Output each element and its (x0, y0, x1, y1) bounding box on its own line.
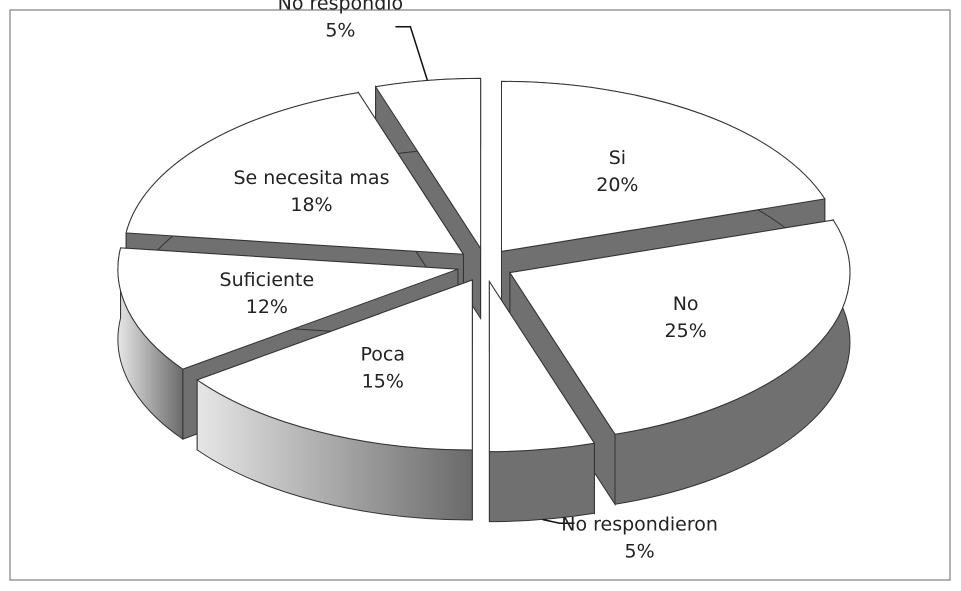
slice-top (501, 80, 826, 252)
slice-top (125, 92, 465, 255)
slice-value-label: 25% (665, 320, 707, 342)
slice-category-label: Poca (361, 343, 406, 365)
slice-value-label: 18% (290, 194, 332, 216)
slice-top (374, 77, 482, 251)
slice-category-label: No (673, 293, 699, 315)
slice-value-label: 5% (625, 541, 655, 563)
slice-value-label: 5% (325, 19, 355, 41)
leader-line (542, 518, 575, 524)
slice-top (509, 219, 851, 435)
slice-value-label: 20% (596, 174, 638, 196)
slice-category-label: No respondieron (561, 514, 718, 536)
slice-category-label: Si (609, 147, 626, 169)
slice-value-label: 15% (362, 370, 404, 392)
slice-category-label: Suficiente (220, 269, 315, 291)
slice-top (196, 279, 473, 451)
slice-category-label: Se necesita mas (233, 167, 389, 189)
slice-outer-wall (488, 442, 595, 523)
slice-top (488, 279, 596, 453)
slice-top (117, 247, 459, 370)
slice-value-label: 12% (246, 296, 288, 318)
leader-line (395, 26, 429, 81)
slice-category-label: No respondio (278, 0, 404, 14)
